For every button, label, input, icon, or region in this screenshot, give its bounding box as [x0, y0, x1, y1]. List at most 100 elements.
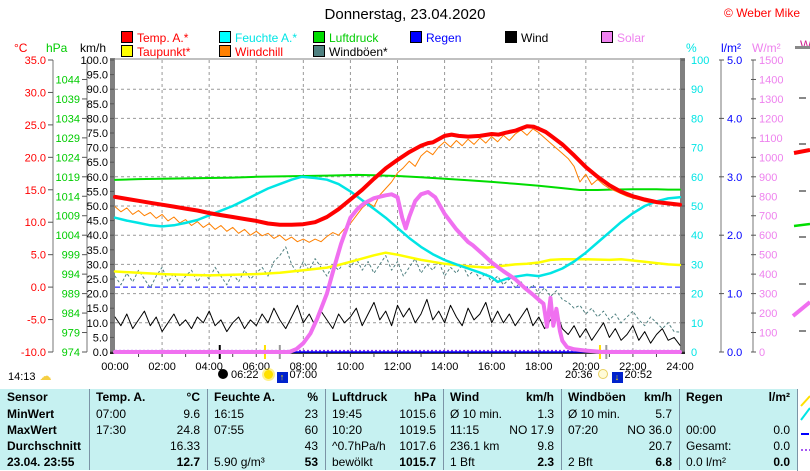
svg-text:500: 500	[759, 250, 777, 262]
svg-text:200: 200	[759, 308, 777, 320]
svg-text:35.0: 35.0	[87, 245, 108, 257]
table-cell: Feuchte A.%	[207, 389, 325, 406]
svg-text:60: 60	[691, 172, 703, 184]
moonset-icon: ↓	[611, 372, 623, 383]
svg-text:1044: 1044	[56, 74, 80, 86]
svg-text:3.0: 3.0	[727, 172, 742, 184]
svg-text:1009: 1009	[56, 211, 80, 223]
table-row: MaxWert 17:30 24.8 07:55 60 10:20 1019.5 11:15 N…	[0, 422, 797, 438]
table-cell: Wind km/h	[443, 389, 561, 406]
legend-item-wind: Wind	[505, 31, 548, 45]
svg-text:1034: 1034	[56, 113, 80, 125]
svg-text:40.0: 40.0	[87, 230, 108, 242]
table-cell: Ø 10 min. 5.7	[561, 406, 679, 422]
moonset-time: 20:52	[624, 369, 653, 381]
series-solar	[113, 190, 682, 354]
moonphase-time: 14:13	[8, 371, 36, 383]
moonphase-time-group: 14:13 ☁	[8, 369, 52, 383]
sunrise-time: 06:22	[231, 369, 259, 381]
series-luftdruck	[114, 173, 681, 191]
svg-text:1039: 1039	[56, 94, 80, 106]
table-cell: bewölkt 1015.7	[325, 454, 443, 470]
series-tempa	[113, 124, 682, 227]
x-tick-label: 18:00	[525, 361, 553, 373]
svg-text:55.0: 55.0	[87, 186, 108, 198]
svg-text:25.0: 25.0	[87, 274, 108, 286]
svg-text:95.0: 95.0	[87, 70, 108, 82]
table-row: MinWert 07:00 9.6 16:15 23 19:45 1015.6 Ø 10 mi…	[0, 406, 797, 422]
svg-text:1500: 1500	[759, 55, 783, 67]
table-cell: 07:55 60	[207, 422, 325, 438]
svg-text:989: 989	[62, 289, 80, 301]
svg-text:30.0: 30.0	[25, 87, 46, 99]
svg-text:600: 600	[759, 230, 777, 242]
x-tick-label: 24:00	[666, 361, 694, 373]
row-label: Sensor	[7, 390, 48, 404]
svg-text:994: 994	[62, 269, 80, 281]
table-cell: 236.1 km 9.8	[443, 438, 561, 454]
legend-item-regen: Regen	[410, 31, 461, 45]
svg-text:60.0: 60.0	[87, 172, 108, 184]
table-cell: Windböen km/h	[561, 389, 679, 406]
svg-text:90: 90	[691, 84, 703, 96]
svg-text:35.0: 35.0	[25, 55, 46, 67]
stats-table: Sensor Temp. A. °C Feuchte A.% Luftdruck hPa W…	[0, 389, 797, 470]
svg-text:100.0: 100.0	[80, 55, 108, 67]
svg-text:800: 800	[759, 191, 777, 203]
svg-text:15.0: 15.0	[87, 303, 108, 315]
table-row: 23.04. 23:55 12.7 5.90 g/m³ 53 bewölkt 1015.7…	[0, 454, 797, 470]
svg-text:1000: 1000	[759, 152, 783, 164]
table-cell: 16.33	[89, 438, 207, 454]
svg-text:10.0: 10.0	[25, 217, 46, 229]
table-cell: 00:00 0.0	[679, 422, 797, 438]
svg-text:65.0: 65.0	[87, 157, 108, 169]
legend-swatch	[219, 45, 231, 57]
table-cell: Regen l/m²	[679, 389, 797, 406]
svg-text:1300: 1300	[759, 94, 783, 106]
x-tick-label: 06:00	[242, 361, 270, 373]
svg-text:-5.0: -5.0	[27, 315, 46, 327]
table-cell: 19:45 1015.6	[325, 406, 443, 422]
axis-header-wind_kmh: km/h	[80, 41, 107, 55]
svg-text:0.0: 0.0	[93, 347, 108, 359]
table-header-row: Sensor Temp. A. °C Feuchte A.% Luftdruck hPa W…	[0, 389, 797, 406]
svg-text:1.0: 1.0	[727, 289, 742, 301]
svg-text:1029: 1029	[56, 133, 80, 145]
svg-text:100: 100	[691, 55, 709, 67]
svg-text:20.0: 20.0	[87, 289, 108, 301]
svg-text:1024: 1024	[56, 152, 80, 164]
svg-text:15.0: 15.0	[25, 185, 46, 197]
legend-swatch	[121, 31, 133, 43]
sunset-sun-icon	[597, 369, 608, 379]
x-tick-label: 08:00	[290, 361, 318, 373]
x-tick-label: 02:00	[148, 361, 176, 373]
legend-item-solar: Solar	[601, 31, 645, 45]
svg-text:999: 999	[62, 250, 80, 262]
svg-text:30: 30	[691, 259, 703, 271]
table-cell: 10:20 1019.5	[325, 422, 443, 438]
x-tick-label: 04:00	[195, 361, 223, 373]
svg-text:70.0: 70.0	[87, 143, 108, 155]
legend-item-feuchtea: Feuchte A.*	[219, 31, 297, 45]
svg-text:30.0: 30.0	[87, 259, 108, 271]
svg-text:70: 70	[691, 143, 703, 155]
legend-item-luftdruck: Luftdruck	[313, 31, 378, 45]
legend-swatch	[219, 31, 231, 43]
table-cell: 2 Bft 6.8	[561, 454, 679, 470]
row-label: 23.04. 23:55	[7, 455, 75, 469]
sunrise-group: 06:22 ↑ 07:00	[218, 369, 317, 383]
axis-header-solar_wm2: W/m²	[752, 41, 781, 55]
x-tick-label: 00:00	[101, 361, 129, 373]
moon-icon	[218, 369, 228, 379]
legend-swatch	[410, 31, 422, 43]
svg-text:50: 50	[691, 201, 703, 213]
x-tick-label: 20:00	[572, 361, 600, 373]
row-label: MaxWert	[7, 423, 57, 437]
svg-text:0: 0	[691, 347, 697, 359]
table-cell: 16:15 23	[207, 406, 325, 422]
axis-header-pressure_hpa: hPa	[46, 41, 68, 55]
x-tick-label: 22:00	[619, 361, 647, 373]
svg-text:85.0: 85.0	[87, 99, 108, 111]
legend-item-taupunkt: Taupunkt*	[121, 45, 190, 59]
sunset-group: 20:36 ↓ 20:52	[565, 369, 652, 383]
